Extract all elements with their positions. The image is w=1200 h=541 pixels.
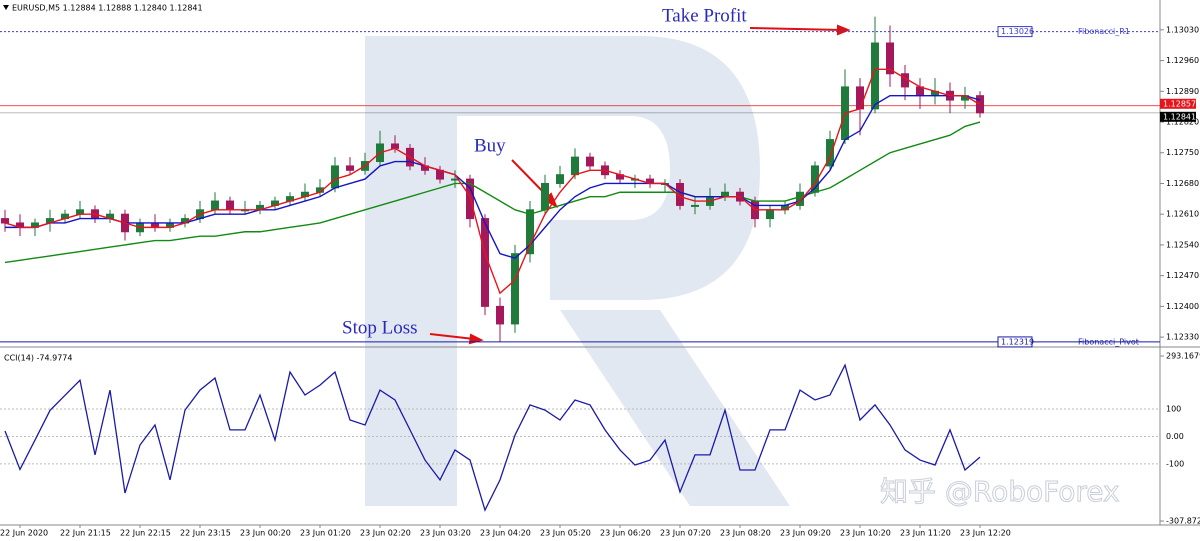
y-tick-label: 100 xyxy=(1166,405,1181,414)
price-marker-box xyxy=(1160,111,1196,122)
price-marker-box xyxy=(1160,98,1196,109)
candle-body xyxy=(571,156,579,176)
x-tick-label: 23 Jun 08:20 xyxy=(720,529,771,538)
level-value-box xyxy=(997,336,1033,348)
x-tick-label: 23 Jun 05:20 xyxy=(540,529,591,538)
candle-body xyxy=(871,42,879,110)
y-tick-label: 1.12540 xyxy=(1166,240,1199,249)
x-tick-label: 22 Jun 23:15 xyxy=(180,529,231,538)
annotation: Stop Loss xyxy=(342,317,418,338)
candle-body xyxy=(481,218,489,307)
moving-average xyxy=(5,94,981,259)
x-tick-label: 23 Jun 04:20 xyxy=(480,529,531,538)
candle-body xyxy=(346,165,354,171)
x-tick-label: 22 Jun 22:15 xyxy=(120,529,171,538)
watermark-text: 知乎 @RoboForex xyxy=(880,475,1120,508)
y-tick-label: 1.12890 xyxy=(1166,87,1199,96)
annotation: Take Profit xyxy=(662,5,747,26)
x-tick-label: 23 Jun 01:20 xyxy=(300,529,351,538)
x-tick-label: 23 Jun 09:20 xyxy=(780,529,831,538)
candle-body xyxy=(856,86,864,110)
symbol-info: EURUSD,M5 1.12884 1.12888 1.12840 1.1284… xyxy=(12,4,203,13)
level-value: 1.13026 xyxy=(1001,27,1034,36)
x-tick-label: 22 Jun 2020 xyxy=(0,529,48,538)
candle-body xyxy=(511,253,519,325)
y-tick-label: 1.12820 xyxy=(1166,118,1199,127)
y-tick-label: 0.00 xyxy=(1166,432,1184,441)
menu-triangle xyxy=(3,5,9,10)
level-value: 1.12319 xyxy=(1001,337,1034,346)
x-tick-label: 23 Jun 11:20 xyxy=(900,529,951,538)
x-tick-label: 23 Jun 02:20 xyxy=(360,529,411,538)
y-tick-label: 1.12680 xyxy=(1166,179,1199,188)
y-tick-label: -307.8729 xyxy=(1166,517,1200,526)
y-tick-label: 293.1679 xyxy=(1166,352,1200,361)
x-tick-label: 23 Jun 00:20 xyxy=(240,529,291,538)
y-tick-label: 1.12330 xyxy=(1166,333,1199,342)
level-name: Fibonacci_Pivot xyxy=(1078,337,1139,346)
x-tick-label: 22 Jun 21:15 xyxy=(60,529,111,538)
cci-title: CCI(14) -74.9774 xyxy=(4,354,72,363)
y-tick-label: 1.13030 xyxy=(1166,25,1199,34)
candle-body xyxy=(586,156,594,167)
logo-leg xyxy=(560,310,790,506)
candle-body xyxy=(556,174,564,184)
x-tick-label: 23 Jun 10:20 xyxy=(840,529,891,538)
candle-body xyxy=(541,182,549,211)
price-marker-label: 1.12857 xyxy=(1163,99,1196,108)
candle-body xyxy=(766,209,774,220)
logo-stem xyxy=(365,36,457,506)
candle-body xyxy=(1,218,9,224)
candle-body xyxy=(826,139,834,167)
watermark-logo xyxy=(365,36,790,506)
level-value-box xyxy=(997,26,1033,38)
cci-line xyxy=(4,363,981,512)
y-tick-label: 1.12610 xyxy=(1166,210,1199,219)
y-tick-label: 1.12960 xyxy=(1166,56,1199,65)
arrow xyxy=(749,27,843,31)
x-tick-label: 23 Jun 03:20 xyxy=(420,529,471,538)
x-tick-label: 23 Jun 07:20 xyxy=(660,529,711,538)
y-tick-label: 1.12750 xyxy=(1166,148,1199,157)
moving-average xyxy=(4,68,981,295)
candle-body xyxy=(886,42,894,75)
x-tick-label: 23 Jun 12:20 xyxy=(960,529,1011,538)
candle-body xyxy=(211,200,219,211)
arrow xyxy=(429,333,475,340)
candle-body xyxy=(331,165,339,189)
candle-body xyxy=(526,209,534,255)
price-marker-label: 1.12841 xyxy=(1163,112,1196,121)
moving-average xyxy=(4,121,981,264)
x-tick-label: 23 Jun 06:20 xyxy=(600,529,651,538)
y-tick-label: 1.12470 xyxy=(1166,271,1199,280)
y-tick-label: -100 xyxy=(1166,459,1184,468)
candle-body xyxy=(691,204,699,207)
y-tick-label: 1.12400 xyxy=(1166,302,1199,311)
annotation: Buy xyxy=(474,135,506,156)
candle-body xyxy=(496,305,504,325)
level-name: Fibonacci_R1 xyxy=(1078,27,1130,36)
candle-body xyxy=(226,200,234,211)
logo-bowl xyxy=(457,36,760,300)
